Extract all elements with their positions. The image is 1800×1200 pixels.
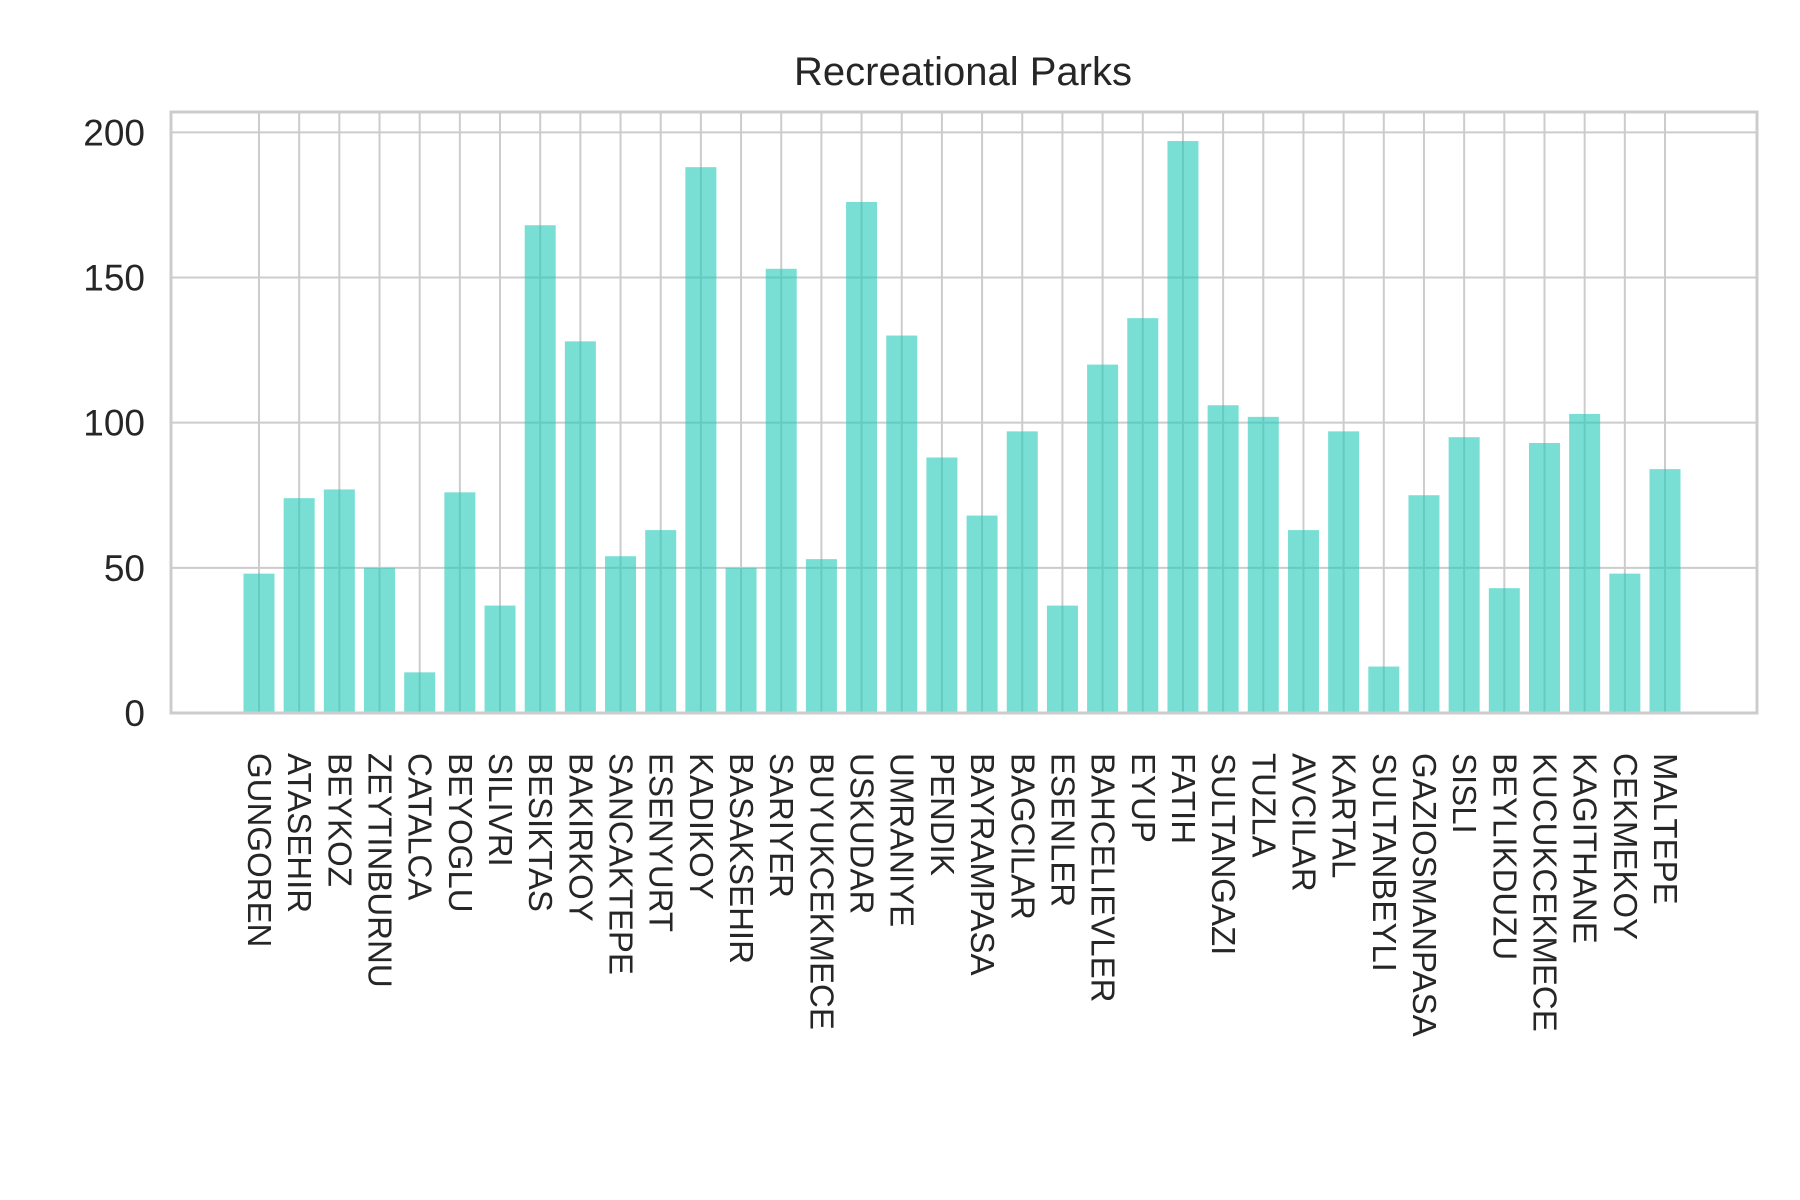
bar — [283, 498, 315, 713]
axes-frame — [169, 110, 1759, 715]
bar — [685, 167, 717, 713]
bar — [1328, 431, 1360, 713]
x-tick-label: BAHCELIEVLER — [1085, 753, 1122, 1002]
bar — [1528, 442, 1560, 713]
x-tick-label: BAKIRKOY — [562, 753, 599, 922]
x-tick-label: MALTEPE — [1647, 753, 1684, 905]
x-tick-label: KADIKOY — [683, 753, 720, 900]
x-tick-label: SISLI — [1446, 753, 1483, 834]
bar — [1649, 469, 1681, 713]
bar — [1569, 413, 1601, 713]
bar — [323, 489, 355, 713]
x-tick-label: KARTAL — [1326, 753, 1363, 878]
bar — [645, 530, 677, 713]
bar — [1368, 666, 1400, 713]
bar — [404, 672, 436, 713]
bar — [1247, 416, 1279, 713]
x-tick-label: BESIKTAS — [522, 753, 559, 912]
x-tick-label: BAGCILAR — [1004, 753, 1041, 920]
x-tick-label: ESENYURT — [643, 753, 680, 932]
bar — [1207, 405, 1239, 713]
y-tick-label: 0 — [124, 693, 145, 734]
y-axis-ticks: 0 50 100 150 200 — [83, 112, 145, 734]
x-tick-label: CATALCA — [402, 753, 439, 900]
bar — [1448, 437, 1480, 713]
bar — [444, 492, 476, 713]
bar — [846, 202, 878, 714]
bar — [765, 268, 797, 713]
x-tick-label: BEYKOZ — [321, 753, 358, 887]
y-tick-label: 150 — [83, 257, 145, 298]
x-tick-label: SILIVRI — [482, 753, 519, 867]
x-tick-label: FATIH — [1165, 753, 1202, 844]
x-tick-label: ESENLER — [1044, 753, 1081, 907]
bar — [886, 335, 918, 713]
x-tick-label: ZEYTINBURNU — [362, 753, 399, 988]
x-axis-ticks: GUNGOREN ATASEHIR BEYKOZ ZEYTINBURNU CATALCA… — [241, 753, 1684, 1037]
bar — [605, 556, 637, 713]
bar — [1609, 573, 1641, 713]
x-tick-label: SARIYER — [763, 753, 800, 898]
bar — [364, 567, 396, 713]
bar — [725, 567, 757, 713]
bar — [1408, 495, 1440, 713]
x-tick-label: CEKMEKOY — [1607, 753, 1644, 940]
x-tick-label: USKUDAR — [844, 753, 881, 914]
chart-title: Recreational Parks — [794, 50, 1132, 94]
bar — [243, 573, 275, 713]
bar — [524, 225, 556, 714]
x-tick-label: UMRANIYE — [884, 753, 921, 927]
x-tick-label: BAYRAMPASA — [964, 753, 1001, 976]
x-tick-label: SANCAKTEPE — [603, 753, 640, 975]
bar — [966, 515, 998, 713]
x-tick-label: PENDIK — [924, 753, 961, 876]
bar — [1167, 141, 1199, 713]
x-tick-label: KAGITHANE — [1567, 753, 1604, 944]
bar — [484, 605, 516, 713]
bar — [564, 341, 596, 713]
x-tick-label: BUYUKCEKMECE — [803, 753, 840, 1030]
bar — [1087, 364, 1119, 713]
x-tick-label: EYUP — [1125, 753, 1162, 843]
bars — [243, 141, 1681, 714]
bar — [1046, 605, 1078, 713]
x-tick-label: AVCILAR — [1285, 753, 1322, 892]
bar — [805, 559, 837, 713]
x-tick-label: BEYLIKDUZU — [1486, 753, 1523, 960]
y-tick-label: 100 — [83, 403, 145, 444]
y-tick-label: 50 — [104, 548, 145, 589]
x-tick-label: ATASEHIR — [281, 753, 318, 913]
x-tick-label: SULTANBEYLI — [1366, 753, 1403, 972]
bar — [926, 457, 958, 713]
bar — [1127, 318, 1159, 713]
x-tick-label: TUZLA — [1245, 753, 1282, 858]
bar — [1287, 530, 1319, 713]
bar — [1488, 588, 1520, 713]
x-tick-label: GUNGOREN — [241, 753, 278, 947]
x-tick-label: KUCUKCEKMECE — [1526, 753, 1563, 1032]
y-tick-label: 200 — [83, 112, 145, 153]
x-tick-label: GAZIOSMANPASA — [1406, 753, 1443, 1037]
x-tick-label: SULTANGAZI — [1205, 753, 1242, 955]
x-tick-label: BEYOGLU — [442, 753, 479, 913]
bar — [1006, 431, 1038, 713]
x-tick-label: BASAKSEHIR — [723, 753, 760, 964]
